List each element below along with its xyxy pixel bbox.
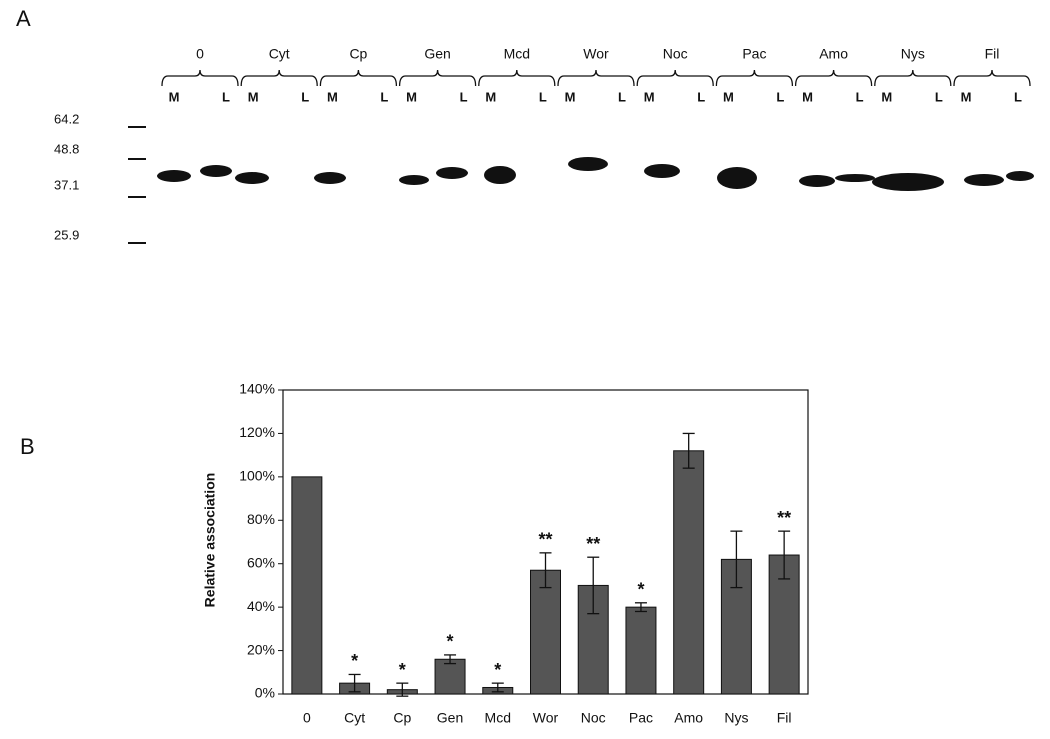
brace bbox=[715, 69, 794, 87]
group-label: Mcd bbox=[504, 46, 530, 62]
marker-label: 48.8 bbox=[54, 141, 79, 156]
y-tick-label: 40% bbox=[247, 598, 275, 614]
lane-label: L bbox=[539, 89, 547, 104]
panel-label: A bbox=[16, 6, 31, 31]
x-tick-label: Nys bbox=[724, 710, 748, 726]
error-bar bbox=[682, 432, 695, 469]
y-tick-label: 80% bbox=[247, 511, 275, 527]
x-tick-label: Cp bbox=[393, 710, 411, 726]
lane-label: M bbox=[961, 89, 972, 104]
bar bbox=[673, 450, 705, 695]
significance: ** bbox=[586, 534, 600, 554]
lane-label: M bbox=[723, 89, 734, 104]
bar bbox=[625, 606, 657, 695]
lane-label: L bbox=[697, 89, 705, 104]
error-bar bbox=[778, 530, 791, 580]
lane-label: L bbox=[301, 89, 309, 104]
x-tick-label: Cyt bbox=[344, 710, 365, 726]
y-tick-label: 0% bbox=[255, 685, 275, 701]
brace bbox=[874, 69, 952, 87]
error-bar bbox=[491, 682, 504, 693]
marker-label: 64.2 bbox=[54, 111, 79, 126]
y-tick-label: 140% bbox=[239, 381, 275, 397]
group-label: Gen bbox=[424, 46, 450, 62]
x-tick-label: Mcd bbox=[485, 710, 511, 726]
x-tick-label: Gen bbox=[437, 710, 463, 726]
error-bar bbox=[634, 602, 647, 613]
group-label: Wor bbox=[583, 46, 609, 62]
lane-label: L bbox=[1014, 89, 1022, 104]
x-tick-label: Amo bbox=[674, 710, 703, 726]
x-tick-label: Fil bbox=[777, 710, 792, 726]
lane-label: L bbox=[222, 89, 230, 104]
lane-label: L bbox=[380, 89, 388, 104]
error-bar bbox=[730, 530, 743, 589]
lane-label: M bbox=[565, 89, 576, 104]
brace bbox=[478, 69, 556, 87]
significance: * bbox=[399, 660, 406, 680]
lane-label: L bbox=[935, 89, 943, 104]
brace bbox=[398, 69, 477, 87]
brace bbox=[240, 69, 318, 87]
lane-label: M bbox=[881, 89, 892, 104]
lane-label: M bbox=[802, 89, 813, 104]
blot-bands bbox=[157, 157, 1034, 191]
significance: ** bbox=[777, 508, 791, 528]
lane-label: L bbox=[618, 89, 626, 104]
bar bbox=[530, 569, 561, 695]
lane-label: M bbox=[406, 89, 417, 104]
panel-label: B bbox=[20, 434, 35, 459]
significance: * bbox=[447, 632, 454, 652]
error-bar bbox=[444, 654, 457, 665]
group-label: Fil bbox=[985, 46, 1000, 62]
lane-label: M bbox=[248, 89, 259, 104]
brace bbox=[557, 69, 635, 87]
lane-label: L bbox=[460, 89, 468, 104]
lane-label: L bbox=[776, 89, 784, 104]
bar bbox=[768, 554, 800, 695]
error-bar bbox=[348, 673, 361, 693]
group-label: 0 bbox=[196, 46, 204, 62]
error-bar bbox=[587, 556, 600, 615]
y-tick-label: 100% bbox=[239, 468, 275, 484]
brace bbox=[161, 69, 239, 87]
lane-label: M bbox=[169, 89, 180, 104]
y-tick-label: 20% bbox=[247, 641, 275, 657]
significance: * bbox=[494, 660, 501, 680]
x-tick-label: Pac bbox=[629, 710, 653, 726]
marker-label: 25.9 bbox=[54, 227, 79, 242]
group-label: Noc bbox=[663, 46, 688, 62]
y-axis-label: Relative association bbox=[202, 473, 218, 608]
lane-label: L bbox=[856, 89, 864, 104]
brace bbox=[636, 69, 714, 87]
marker-label: 37.1 bbox=[54, 177, 79, 192]
y-tick-label: 120% bbox=[239, 424, 275, 440]
lane-label: M bbox=[327, 89, 338, 104]
group-label: Amo bbox=[819, 46, 848, 62]
y-tick-label: 60% bbox=[247, 554, 275, 570]
group-label: Nys bbox=[901, 46, 925, 62]
group-label: Cp bbox=[349, 46, 367, 62]
significance: * bbox=[637, 580, 644, 600]
error-bar bbox=[539, 552, 552, 589]
bar bbox=[434, 658, 466, 695]
significance: ** bbox=[538, 530, 552, 550]
x-tick-label: 0 bbox=[303, 710, 311, 726]
lane-label: M bbox=[644, 89, 655, 104]
lane-label: M bbox=[485, 89, 496, 104]
group-label: Cyt bbox=[269, 46, 290, 62]
brace bbox=[794, 69, 873, 87]
x-tick-label: Wor bbox=[533, 710, 559, 726]
significance: * bbox=[351, 651, 358, 671]
group-label: Pac bbox=[742, 46, 766, 62]
x-tick-label: Noc bbox=[581, 710, 606, 726]
brace bbox=[953, 69, 1031, 87]
bar bbox=[291, 476, 323, 695]
brace bbox=[319, 69, 398, 87]
error-bar bbox=[396, 682, 409, 697]
